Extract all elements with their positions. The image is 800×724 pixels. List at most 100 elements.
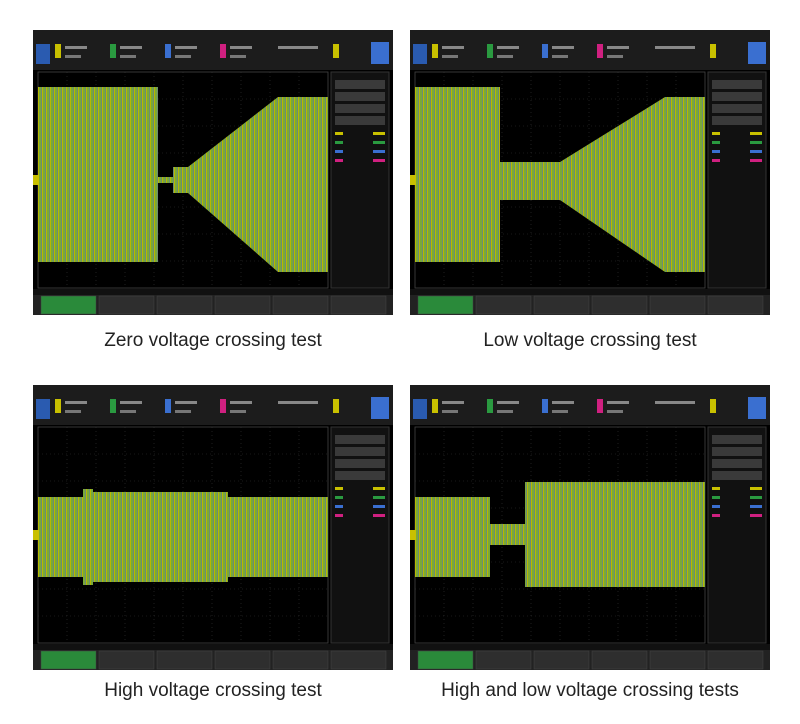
panel-button bbox=[335, 92, 385, 101]
caption: Zero voltage crossing test bbox=[104, 330, 322, 351]
softkey bbox=[533, 650, 590, 670]
softkey bbox=[649, 295, 706, 315]
softkey bbox=[417, 295, 474, 315]
panel-row bbox=[750, 487, 762, 490]
panel-row bbox=[335, 141, 343, 144]
panel-button bbox=[335, 104, 385, 113]
softkey bbox=[330, 650, 387, 670]
channel-readout bbox=[552, 55, 568, 58]
softkey bbox=[98, 295, 155, 315]
panel-button bbox=[335, 435, 385, 444]
waveform bbox=[415, 87, 705, 272]
waveform-envelope bbox=[525, 482, 705, 587]
channel-badge bbox=[432, 399, 438, 413]
channel-readout bbox=[442, 55, 458, 58]
menu-button bbox=[748, 42, 766, 64]
panel-button bbox=[712, 459, 762, 468]
panel-row bbox=[712, 150, 720, 153]
channel-readout bbox=[552, 401, 574, 404]
channel-badge bbox=[55, 399, 61, 413]
panel-button bbox=[335, 447, 385, 456]
channel-badge bbox=[542, 399, 548, 413]
ground-marker bbox=[410, 175, 416, 185]
panel-row bbox=[750, 150, 762, 153]
menu-button bbox=[371, 42, 389, 64]
channel-readout bbox=[120, 401, 142, 404]
panel-row bbox=[750, 159, 762, 162]
waveform-envelope bbox=[38, 497, 83, 577]
channel-readout bbox=[120, 46, 142, 49]
channel-readout bbox=[175, 410, 191, 413]
panel-button bbox=[712, 447, 762, 456]
menu-button bbox=[371, 397, 389, 419]
scope-screenshot bbox=[33, 30, 393, 315]
panel-button bbox=[712, 435, 762, 444]
home-button bbox=[36, 399, 50, 419]
channel-readout bbox=[442, 410, 458, 413]
waveform bbox=[415, 482, 705, 587]
softkey bbox=[272, 295, 329, 315]
channel-readout bbox=[230, 401, 252, 404]
softkey bbox=[591, 650, 648, 670]
trigger-badge bbox=[710, 399, 716, 413]
channel-readout bbox=[230, 410, 246, 413]
panel-row bbox=[750, 505, 762, 508]
panel-row bbox=[712, 159, 720, 162]
trigger-badge bbox=[333, 399, 339, 413]
waveform-envelope bbox=[38, 87, 158, 262]
softkey bbox=[40, 650, 97, 670]
panel-button bbox=[712, 104, 762, 113]
trigger-badge bbox=[710, 44, 716, 58]
waveform bbox=[38, 489, 328, 585]
waveform-envelope bbox=[188, 97, 328, 272]
softkey bbox=[475, 650, 532, 670]
channel-readout bbox=[230, 46, 252, 49]
panel-row bbox=[373, 505, 385, 508]
channel-readout bbox=[552, 46, 574, 49]
softkey bbox=[475, 295, 532, 315]
channel-badge bbox=[542, 44, 548, 58]
softkey bbox=[330, 295, 387, 315]
channel-readout bbox=[607, 401, 629, 404]
status-bar bbox=[33, 289, 393, 295]
timebase-readout bbox=[655, 401, 695, 404]
softkey bbox=[156, 295, 213, 315]
panel-row bbox=[373, 132, 385, 135]
waveform bbox=[38, 87, 328, 272]
softkey bbox=[707, 295, 764, 315]
channel-readout bbox=[65, 410, 81, 413]
scope-screenshot bbox=[410, 30, 770, 315]
channel-readout bbox=[120, 410, 136, 413]
panel-row bbox=[373, 141, 385, 144]
channel-readout bbox=[497, 46, 519, 49]
home-button bbox=[413, 399, 427, 419]
waveform-envelope bbox=[415, 497, 490, 577]
panel-row bbox=[712, 141, 720, 144]
channel-readout bbox=[175, 55, 191, 58]
panel-button bbox=[335, 459, 385, 468]
caption: Low voltage crossing test bbox=[483, 330, 697, 351]
channel-badge bbox=[487, 399, 493, 413]
waveform-envelope bbox=[228, 497, 328, 577]
softkey bbox=[214, 295, 271, 315]
ground-marker bbox=[33, 530, 39, 540]
panel-row bbox=[335, 514, 343, 517]
channel-badge bbox=[165, 44, 171, 58]
timebase-readout bbox=[278, 401, 318, 404]
ground-marker bbox=[410, 530, 416, 540]
waveform-envelope bbox=[83, 489, 93, 585]
channel-readout bbox=[607, 410, 623, 413]
timebase-readout bbox=[278, 46, 318, 49]
panel-button bbox=[335, 80, 385, 89]
panel-row bbox=[750, 141, 762, 144]
panel-row bbox=[373, 159, 385, 162]
channel-readout bbox=[65, 401, 87, 404]
channel-badge bbox=[110, 399, 116, 413]
home-button bbox=[413, 44, 427, 64]
panel-button bbox=[335, 116, 385, 125]
channel-badge bbox=[487, 44, 493, 58]
channel-readout bbox=[552, 410, 568, 413]
softkey bbox=[649, 650, 706, 670]
channel-badge bbox=[110, 44, 116, 58]
ground-marker bbox=[33, 175, 39, 185]
